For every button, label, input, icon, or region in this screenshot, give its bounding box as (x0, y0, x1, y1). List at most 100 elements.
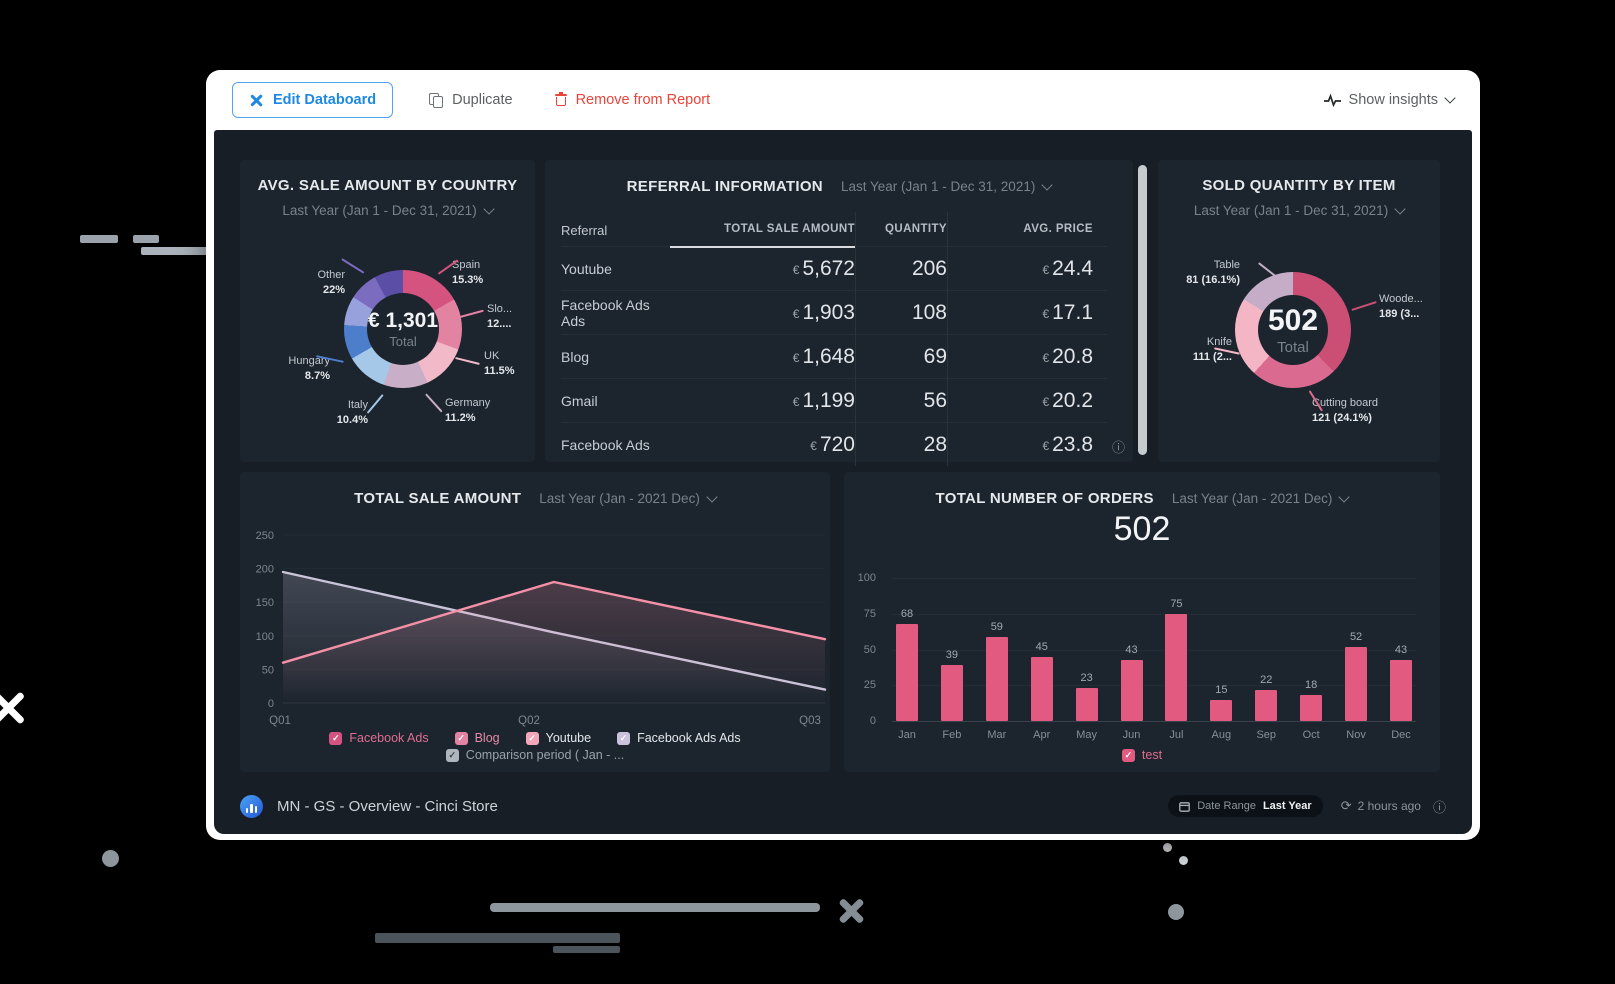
country-donut-chart[interactable]: € 1,301 Total (344, 270, 462, 388)
leader-line (366, 394, 384, 414)
bar[interactable] (1165, 613, 1188, 721)
svg-text:0: 0 (268, 698, 274, 710)
info-icon[interactable]: ⓘ (1111, 441, 1125, 456)
bar-column[interactable]: 68 (892, 608, 922, 721)
legend-checkbox[interactable]: ✓ (454, 731, 468, 745)
table-row[interactable]: Youtube €5,672 206 €24.4 (561, 246, 1107, 290)
trash-icon (554, 92, 567, 107)
bar[interactable] (940, 665, 963, 721)
date-range-chip-label: Date Range (1197, 800, 1256, 812)
chevron-down-icon (1444, 92, 1456, 104)
bar-column[interactable]: 43 (1386, 644, 1416, 721)
bar[interactable] (1030, 656, 1053, 721)
legend-item[interactable]: ✓ Facebook Ads (329, 731, 429, 745)
donut-total-label: Total (1277, 339, 1309, 356)
bar-column[interactable]: 15 (1206, 684, 1236, 721)
table-row[interactable]: Gmail €1,199 56 €20.2 (561, 378, 1107, 422)
date-range-text: Last Year (Jan - 2021 Dec) (1171, 491, 1333, 506)
bar[interactable] (1210, 699, 1233, 721)
show-insights-button[interactable]: Show insights (1323, 92, 1456, 108)
svg-text:50: 50 (262, 664, 274, 676)
bar-column[interactable]: 45 (1027, 641, 1057, 721)
dashboard-footer: MN - GS - Overview - Cinci Store Date Ra… (240, 786, 1446, 826)
legend-item[interactable]: ✓ Blog (454, 731, 500, 745)
donut-center: € 1,301 Total (367, 293, 439, 365)
item-donut-chart[interactable]: 502 Total (1235, 272, 1351, 388)
col-header-referral[interactable]: Referral (561, 222, 608, 238)
date-range-text: Last Year (Jan 1 - Dec 31, 2021) (840, 179, 1036, 194)
panel-title: TOTAL SALE AMOUNT (354, 490, 522, 507)
donut-total-value: 502 (1267, 304, 1319, 337)
bar[interactable] (1255, 689, 1278, 721)
sold-quantity-by-item-card: SOLD QUANTITY BY ITEM Last Year (Jan 1 -… (1158, 160, 1440, 462)
legend-item[interactable]: ✓ Facebook Ads Ads (617, 731, 741, 745)
donut-callout: Hungary 8.7% (288, 355, 330, 382)
bar-column[interactable]: 18 (1296, 679, 1326, 721)
col-header-total-sale-amount[interactable]: TOTAL SALE AMOUNT (670, 212, 855, 248)
svg-text:Q01: Q01 (269, 715, 291, 727)
decor-dot (1163, 843, 1172, 852)
table-row[interactable]: Facebook Ads Ads €1,903 108 €17.1 (561, 290, 1107, 334)
bar[interactable] (896, 623, 918, 721)
bar-column[interactable]: 23 (1072, 672, 1102, 721)
duplicate-label: Duplicate (452, 92, 513, 108)
col-header-quantity[interactable]: QUANTITY (855, 212, 947, 246)
date-range-dropdown[interactable]: Last Year (Jan 1 - Dec 31, 2021) (840, 178, 1053, 194)
chevron-down-icon (1394, 202, 1406, 215)
bar-column[interactable]: 52 (1341, 631, 1371, 721)
col-header-avg-price[interactable]: AVG. PRICE (947, 212, 1107, 246)
bar-chart[interactable]: 68 39 59 45 23 43 75 15 22 18 52 43 (892, 578, 1416, 722)
leader-line (425, 393, 443, 413)
bar[interactable] (1120, 659, 1143, 721)
date-range-dropdown[interactable]: Last Year (Jan 1 - Dec 31, 2021) (282, 202, 495, 218)
bar-column[interactable]: 39 (937, 649, 967, 721)
table-row[interactable]: Blog €1,648 69 €20.8 (561, 334, 1107, 378)
bar-column[interactable]: 59 (982, 621, 1012, 721)
dashboard-area: AVG. SALE AMOUNT BY COUNTRY Last Year (J… (214, 130, 1472, 834)
bar[interactable] (985, 636, 1008, 721)
legend-item[interactable]: ✓ test (1121, 748, 1162, 762)
chevron-down-icon (1041, 178, 1053, 191)
panel-title: TOTAL NUMBER OF ORDERS (935, 490, 1154, 507)
date-range-dropdown[interactable]: Last Year (Jan - 2021 Dec) (539, 490, 718, 506)
legend-checkbox[interactable]: ✓ (617, 731, 631, 745)
leader-line (1351, 301, 1377, 311)
table-row[interactable]: Facebook Ads €720 28 €23.8 (561, 422, 1107, 466)
remove-from-report-button[interactable]: Remove from Report (549, 91, 717, 109)
info-icon[interactable]: ⓘ (1432, 800, 1446, 816)
legend-item[interactable]: ✓ Comparison period ( Jan - ... (445, 748, 624, 762)
table-scrollbar[interactable] (1138, 165, 1147, 455)
donut-callout: Spain 15.3% (452, 259, 484, 286)
svg-text:100: 100 (256, 631, 274, 643)
date-range-dropdown[interactable]: Last Year (Jan - 2021 Dec) (1171, 490, 1351, 506)
line-chart-legend: ✓ Facebook Ads ✓ Blog ✓ Youtube ✓ Facebook Ads … (240, 731, 830, 762)
legend-item[interactable]: ✓ Youtube (525, 731, 591, 745)
line-chart[interactable]: 0 50 100 150 200 250 Q01 Q02 Q03 (240, 522, 830, 737)
date-range-dropdown[interactable]: Last Year (Jan 1 - Dec 31, 2021) (1194, 202, 1406, 218)
remove-label: Remove from Report (575, 92, 711, 108)
legend-checkbox[interactable]: ✓ (1121, 748, 1135, 762)
bar-column[interactable]: 22 (1251, 674, 1281, 721)
donut-callout: Knife 111 (2... (1192, 336, 1232, 363)
legend-checkbox[interactable]: ✓ (329, 731, 343, 745)
decor-dot (102, 850, 119, 867)
copy-icon (429, 92, 444, 108)
legend-checkbox[interactable]: ✓ (445, 748, 459, 762)
bar[interactable] (1389, 659, 1412, 721)
bar-column[interactable]: 75 (1161, 598, 1191, 721)
donut-callout: Woode... 189 (3... (1379, 293, 1423, 320)
referral-information-card: REFERRAL INFORMATION Last Year (Jan 1 - … (545, 160, 1133, 466)
bar-column[interactable]: 43 (1117, 644, 1147, 721)
decor-dot (1179, 856, 1188, 865)
bar[interactable] (1345, 646, 1368, 721)
date-range-chip[interactable]: Date Range Last Year (1168, 795, 1323, 817)
bar[interactable] (1075, 688, 1098, 721)
bar[interactable] (1300, 695, 1323, 721)
referral-table: Referral TOTAL SALE AMOUNT QUANTITY AVG.… (561, 212, 1107, 466)
legend-checkbox[interactable]: ✓ (525, 731, 539, 745)
edit-databoard-button[interactable]: Edit Databoard (232, 82, 394, 118)
refresh-icon[interactable]: ⟳ (1340, 798, 1352, 814)
duplicate-button[interactable]: Duplicate (423, 91, 518, 109)
pulse-icon (1323, 93, 1341, 107)
